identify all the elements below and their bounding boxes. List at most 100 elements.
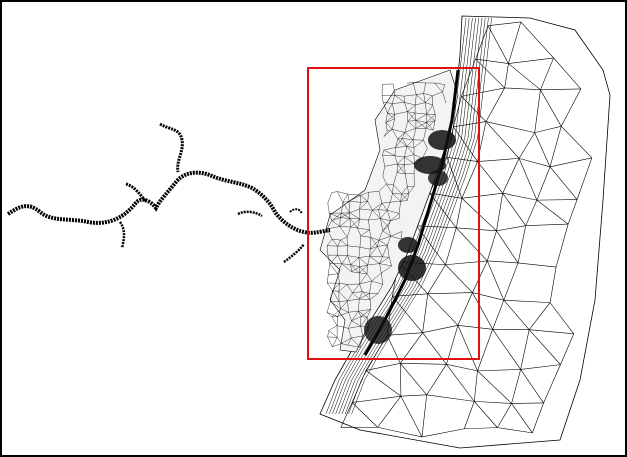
fine-mesh-edge xyxy=(404,121,409,133)
coarse-mesh-edge xyxy=(520,21,554,59)
fine-mesh-edge xyxy=(412,82,417,95)
fine-mesh-edge xyxy=(434,82,443,92)
coarse-mesh-edge xyxy=(429,192,457,229)
fine-mesh-edge xyxy=(406,139,414,147)
fine-mesh-edge xyxy=(346,284,353,294)
coarse-mesh-edge xyxy=(503,300,530,330)
fine-mesh-edge xyxy=(342,194,348,203)
coarse-mesh-edge xyxy=(534,126,562,133)
fine-mesh-edge xyxy=(337,255,342,264)
fine-mesh-edge xyxy=(382,226,389,232)
fine-mesh-edge xyxy=(369,293,379,300)
fine-mesh-edge xyxy=(350,264,352,272)
fine-mesh-edge xyxy=(358,309,371,312)
coarse-mesh-edge xyxy=(518,132,535,159)
coarse-mesh-edge xyxy=(477,369,521,372)
fine-mesh-edge xyxy=(360,201,368,203)
fine-mesh-edge xyxy=(332,343,342,348)
fine-mesh-edge xyxy=(347,255,359,258)
fine-mesh-edge xyxy=(327,336,333,347)
coarse-mesh-edge xyxy=(504,87,541,91)
fine-mesh-edge xyxy=(348,325,361,329)
fine-mesh-edge xyxy=(366,264,368,274)
coarse-mesh-edge xyxy=(518,158,551,168)
fine-mesh-edge xyxy=(337,191,343,203)
coarse-mesh-edge xyxy=(511,369,521,404)
fine-mesh-edge xyxy=(369,293,371,300)
inlet-cluster-5 xyxy=(398,255,426,281)
fine-mesh-edge xyxy=(351,316,362,322)
coarse-mesh-edge xyxy=(477,370,512,404)
fine-mesh-edge xyxy=(368,210,373,221)
coarse-mesh-edge xyxy=(576,157,593,200)
coarse-mesh-edge xyxy=(549,302,574,335)
fine-mesh-edge xyxy=(332,283,340,291)
fine-mesh-edge xyxy=(385,122,393,130)
coarse-mesh-edge xyxy=(497,427,533,434)
fine-mesh-edge xyxy=(383,147,396,151)
fine-mesh-edge xyxy=(336,316,339,326)
fine-mesh-edge xyxy=(385,122,388,132)
coarse-mesh-edge xyxy=(534,132,551,167)
fine-mesh-edge xyxy=(337,273,340,284)
coarse-mesh-edge xyxy=(400,363,402,397)
fine-mesh-edge xyxy=(352,291,363,294)
fine-mesh-edge xyxy=(358,310,368,318)
fine-mesh-edge xyxy=(391,103,395,115)
fine-mesh-edge xyxy=(404,132,414,140)
fine-mesh-edge xyxy=(407,193,409,201)
fine-mesh-edge xyxy=(341,337,352,344)
fine-mesh-edge xyxy=(402,132,405,139)
fine-mesh-edge xyxy=(330,301,341,309)
fine-mesh-edge xyxy=(328,263,330,276)
fine-mesh-edge xyxy=(387,112,395,115)
fine-mesh-edge xyxy=(347,344,361,348)
fine-mesh-edge xyxy=(337,308,341,317)
fine-mesh-edge xyxy=(386,183,394,185)
coarse-mesh-edge xyxy=(422,293,429,333)
coarse-mesh-edge xyxy=(400,396,423,438)
fine-mesh-edge xyxy=(348,328,352,339)
coarse-mesh-edge xyxy=(503,299,551,303)
fine-mesh-edge xyxy=(405,173,408,187)
fine-mesh-edge xyxy=(368,191,379,193)
fine-mesh-edge xyxy=(358,311,362,317)
fine-mesh-edge xyxy=(415,120,427,123)
fine-mesh-edge xyxy=(358,257,360,267)
coarse-mesh-edge xyxy=(518,158,538,201)
fine-mesh-edge xyxy=(415,120,427,129)
estuary-channels xyxy=(6,122,331,263)
fine-mesh-edge xyxy=(326,301,331,313)
fine-mesh-edge xyxy=(387,103,393,113)
coarse-mesh-edge xyxy=(445,260,488,266)
fine-mesh-edge xyxy=(351,320,361,327)
coarse-mesh-edge xyxy=(475,25,489,60)
fine-mesh-edge xyxy=(387,129,393,132)
fine-mesh-edge xyxy=(382,101,388,113)
fine-mesh-edge xyxy=(395,139,398,148)
fine-mesh-edge xyxy=(372,209,379,211)
coarse-mesh-edge xyxy=(487,260,505,301)
fine-mesh-edge xyxy=(378,203,383,210)
fine-mesh-edge xyxy=(377,284,383,294)
fine-mesh-edge xyxy=(404,163,415,165)
fine-mesh-edge xyxy=(337,337,342,344)
fine-mesh-edge xyxy=(358,257,368,266)
fine-mesh-edge xyxy=(359,208,373,211)
coarse-mesh-edge xyxy=(351,402,378,428)
fine-mesh-edge xyxy=(350,226,358,229)
north-tributary xyxy=(159,122,184,173)
fine-mesh-edge xyxy=(359,218,369,221)
fine-mesh-edge xyxy=(383,131,388,137)
fine-mesh-edge xyxy=(369,237,371,250)
coarse-mesh-edge xyxy=(461,96,487,122)
fine-mesh-edge xyxy=(341,263,352,272)
fine-mesh-edge xyxy=(347,292,353,301)
fine-mesh-edge xyxy=(378,236,391,241)
fine-mesh-edge xyxy=(372,210,381,219)
coarse-mesh-edge xyxy=(528,329,561,365)
fine-mesh-edge xyxy=(362,291,370,294)
fine-mesh-edge xyxy=(358,298,360,312)
coarse-mesh-edge xyxy=(457,325,478,372)
fine-mesh-edge xyxy=(350,264,360,268)
